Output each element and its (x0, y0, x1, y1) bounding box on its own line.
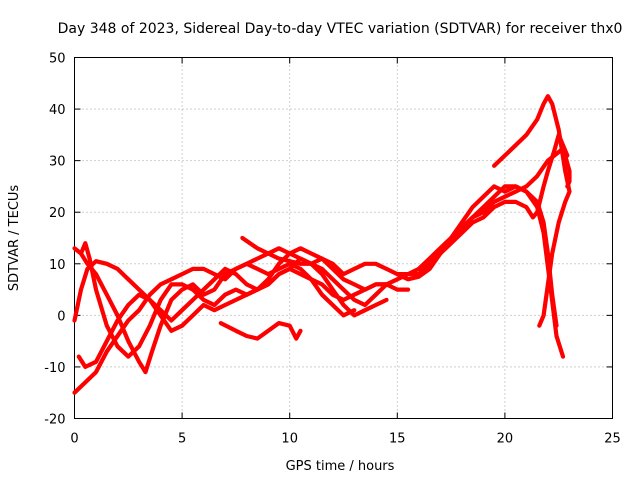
y-tick-label: -20 (44, 413, 65, 428)
chart-title: Day 348 of 2023, Sidereal Day-to-day VTE… (58, 21, 623, 37)
x-tick-label: 20 (497, 432, 514, 447)
series-arc-8 (395, 132, 570, 277)
series-arc-1 (72, 184, 566, 395)
x-tick-label: 5 (178, 432, 186, 447)
series-group (72, 94, 572, 395)
series-arc-2 (72, 246, 357, 375)
y-tick-label: 50 (49, 52, 66, 67)
series-arc-5 (72, 259, 389, 333)
y-tick-label: -10 (44, 361, 65, 376)
y-tick-label: 0 (57, 309, 65, 324)
y-tick-label: 40 (49, 103, 66, 118)
axis-ticks: 0 5 10 15 20 25 -20 -10 0 10 20 30 40 50 (44, 52, 621, 447)
x-tick-label: 0 (70, 432, 78, 447)
series-arc-9 (416, 148, 572, 271)
series-arc-6 (218, 321, 303, 341)
x-tick-label: 10 (281, 432, 298, 447)
series-arc-3 (76, 256, 389, 369)
series-arc-7 (240, 184, 559, 328)
x-axis-label: GPS time / hours (286, 459, 395, 474)
grid (74, 57, 613, 419)
y-tick-label: 30 (49, 155, 66, 170)
y-tick-label: 10 (49, 258, 66, 273)
series-arc-10 (492, 94, 572, 328)
y-axis-label: SDTVAR / TECUs (7, 185, 22, 292)
x-tick-label: 15 (389, 432, 406, 447)
series-arc-4 (78, 241, 411, 359)
y-tick-label: 20 (49, 206, 66, 221)
plot-frame (74, 57, 613, 419)
x-tick-label: 25 (604, 432, 621, 447)
